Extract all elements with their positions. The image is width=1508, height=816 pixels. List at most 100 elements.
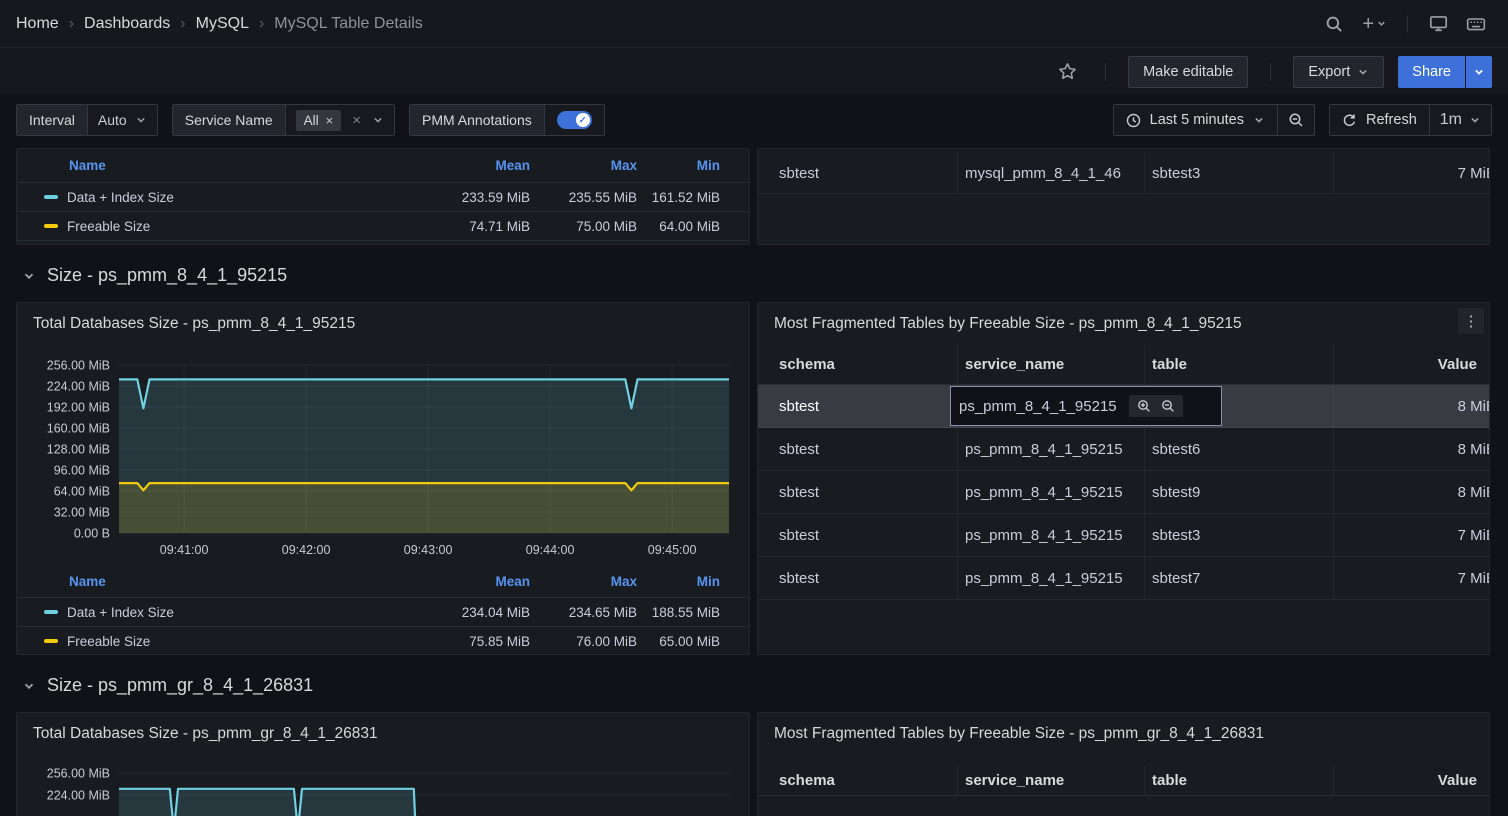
panel-title[interactable]: Total Databases Size - ps_pmm_gr_8_4_1_2… [33,725,378,742]
svg-text:256.00 MiB: 256.00 MiB [47,767,110,781]
panel-total-db-size-26831: Total Databases Size - ps_pmm_gr_8_4_1_2… [16,712,750,816]
table-row[interactable]: sbtest ps_pmm_8_4_1_95215 sbtest7 7 MiB [758,557,1489,600]
breadcrumb-home[interactable]: Home [16,14,59,32]
cell-table[interactable]: sbtest9 [1145,471,1334,513]
column-header-table[interactable]: table [1145,345,1334,384]
cell-value[interactable]: 7 MiB [1457,569,1489,587]
breadcrumb-dashboards[interactable]: Dashboards [84,14,171,32]
legend-sort-mean[interactable]: Mean [495,158,530,173]
svg-text:09:43:00: 09:43:00 [404,543,453,557]
monitor-kiosk-icon[interactable] [1422,8,1454,40]
legend-sort-max[interactable]: Max [610,573,637,589]
legend-series-name[interactable]: Freeable Size [67,633,151,649]
cell-schema[interactable]: sbtest [758,428,958,470]
breadcrumb-mysql[interactable]: MySQL [195,14,249,32]
star-favorite-icon[interactable] [1051,56,1083,88]
cell-schema[interactable]: sbtest [758,385,958,427]
column-header-service-name[interactable]: service_name [958,766,1145,795]
cell-table[interactable]: sbtest6 [1145,428,1334,470]
legend-sort-name[interactable]: Name [69,573,106,589]
legend-sort-min[interactable]: Min [696,573,720,589]
section-header-size-95215[interactable]: Size - ps_pmm_8_4_1_95215 [16,245,1492,302]
pmm-annotations-control: PMM Annotations ✓ [409,104,605,136]
table-row[interactable]: sbtest ps_pmm_8_4_1_95215 sbtest6 8 MiB [758,428,1489,471]
table-row-hovered[interactable]: sbtest 8 MiB ps_pmm_8_4_1_95215 [758,385,1489,428]
cell-service-name[interactable]: ps_pmm_8_4_1_95215 [958,514,1145,556]
panel-title[interactable]: Most Fragmented Tables by Freeable Size … [774,315,1242,332]
refresh-interval-select[interactable]: 1m [1428,105,1491,135]
svg-text:160.00 MiB: 160.00 MiB [47,422,110,436]
interval-select[interactable]: Auto [86,105,157,135]
interval-control: Interval Auto [16,104,158,136]
column-header-value[interactable]: Value [1437,772,1477,789]
column-header-schema[interactable]: schema [758,345,958,384]
column-header-table[interactable]: table [1145,766,1334,795]
legend-series-name[interactable]: Data + Index Size [67,604,174,620]
pmm-annotations-label: PMM Annotations [410,105,544,135]
section-header-size-26831[interactable]: Size - ps_pmm_gr_8_4_1_26831 [16,655,1492,712]
cell-service-name[interactable]: ps_pmm_8_4_1_95215 [958,471,1145,513]
legend-sort-name[interactable]: Name [69,158,106,173]
service-value-pill[interactable]: All × [295,109,342,131]
export-button[interactable]: Export [1293,55,1385,88]
cell-table[interactable]: sbtest3 [1145,514,1334,556]
interval-label: Interval [17,105,87,135]
share-menu-caret[interactable] [1466,55,1492,88]
legend-sort-min[interactable]: Min [696,158,720,173]
cell-value[interactable]: 8 MiB [1457,483,1489,501]
keyboard-shortcuts-icon[interactable] [1460,8,1492,40]
timeseries-chart[interactable]: 256.00 MiB 224.00 MiB [17,713,750,816]
hovered-cell-service-name[interactable]: ps_pmm_8_4_1_95215 [950,386,1222,426]
legend-sort-max[interactable]: Max [610,158,637,173]
panel-title[interactable]: Most Fragmented Tables by Freeable Size … [774,725,1264,742]
clear-all-icon[interactable]: × [352,111,362,129]
column-header-schema[interactable]: schema [758,766,958,795]
cell-table[interactable] [1145,385,1334,427]
divider [1270,62,1272,81]
panel-title[interactable]: Total Databases Size - ps_pmm_8_4_1_9521… [33,315,356,332]
timeseries-chart[interactable]: 256.00 MiB 224.00 MiB 192.00 MiB 160.00 MiB… [17,303,750,563]
legend-row: Freeable Size 74.71 MiB 75.00 MiB 64.00 … [17,212,749,241]
table-row[interactable]: sbtest ps_pmm_8_4_1_95215 sbtest9 8 MiB [758,471,1489,514]
cell-schema[interactable]: sbtest [758,471,958,513]
service-name-control: Service Name All × × [171,104,396,136]
time-range-button[interactable]: Last 5 minutes [1114,105,1277,135]
cell-table[interactable]: sbtest3 [1145,153,1334,193]
refresh-button[interactable]: Refresh [1330,105,1429,135]
cell-service-name[interactable]: mysql_pmm_8_4_1_46 [958,153,1145,193]
cell-table[interactable]: sbtest7 [1145,557,1334,599]
table-row[interactable]: sbtest mysql_pmm_8_4_1_46 sbtest3 7 MiB [758,153,1489,194]
remove-value-icon[interactable]: × [325,112,334,128]
series-color-swatch [44,610,58,614]
zoom-out-time-button[interactable] [1276,105,1314,135]
pmm-annotations-toggle[interactable]: ✓ [556,111,592,129]
filter-out-value-icon[interactable] [1161,399,1175,413]
cell-value[interactable]: 8 MiB [1457,440,1489,458]
table-row[interactable]: sbtest ps_pmm_8_4_1_95215 sbtest3 7 MiB [758,514,1489,557]
share-split-button: Share [1398,55,1492,88]
legend-max-value: 76.00 MiB [576,633,637,649]
add-new-button[interactable]: + [1356,8,1393,40]
make-editable-button[interactable]: Make editable [1128,55,1249,88]
column-header-service-name[interactable]: service_name [958,345,1145,384]
cell-schema[interactable]: sbtest [758,557,958,599]
service-name-select[interactable]: All × × [284,105,395,135]
legend-sort-mean[interactable]: Mean [495,573,530,589]
chevron-down-icon [1471,117,1479,123]
cell-service-name[interactable]: ps_pmm_8_4_1_95215 [958,428,1145,470]
column-header-value[interactable]: Value [1437,356,1477,373]
search-icon[interactable] [1318,8,1350,40]
panel-menu-kebab-icon[interactable]: ⋮ [1458,308,1484,334]
legend-series-name[interactable]: Freeable Size [67,218,151,234]
cell-schema[interactable]: sbtest [758,514,958,556]
filter-for-value-icon[interactable] [1137,399,1151,413]
legend-series-name[interactable]: Data + Index Size [67,189,174,205]
cell-value[interactable]: 7 MiB [1457,164,1489,182]
cell-value[interactable]: 7 MiB [1457,526,1489,544]
cell-service-name[interactable]: ps_pmm_8_4_1_95215 [958,557,1145,599]
share-button[interactable]: Share [1398,55,1465,88]
cell-schema[interactable]: sbtest [758,153,958,193]
cell-value[interactable]: 8 MiB [1457,397,1489,415]
dashboard-toolbar: Interval Auto Service Name All × × PMM A… [0,95,1508,144]
